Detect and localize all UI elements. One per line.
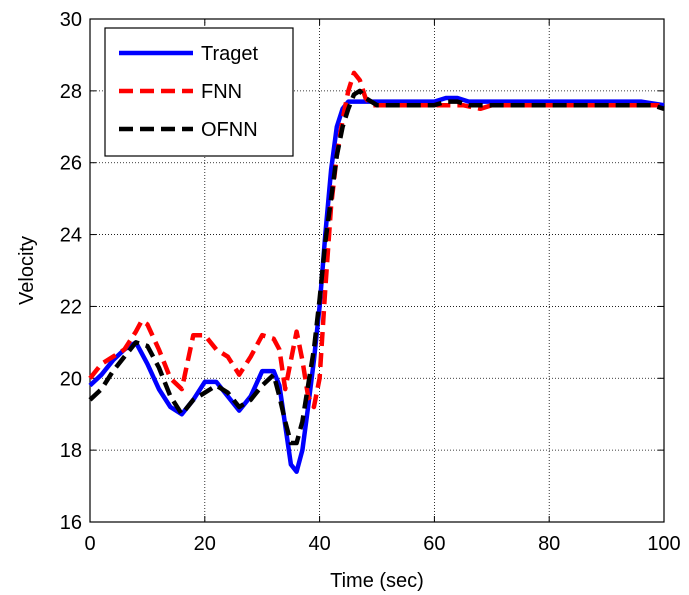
tick-labels: 0 20 40 60 80 100 16 18 20 22 24 26 28 30 [60,9,681,555]
y-tick-label: 16 [60,512,82,534]
y-tick-label: 30 [60,9,82,31]
x-tick-label: 40 [308,533,330,555]
series-line-traget [88,95,665,474]
legend-box [104,27,294,157]
legend-label: Traget [201,43,259,65]
x-tick-label: 0 [84,533,95,555]
y-tick-label: 22 [60,296,82,318]
x-axis-label: Time (sec) [330,570,424,592]
series-lines [88,70,665,474]
axes-box [89,18,665,523]
y-tick-label: 26 [60,153,82,175]
y-axis-label: Velocity [16,236,38,305]
legend-label: OFNN [201,119,258,141]
y-tick-label: 18 [60,440,82,462]
series-line-ofnn [88,88,665,446]
series-line-fnn [88,70,664,410]
y-tick-label: 24 [60,225,82,247]
x-tick-label: 100 [647,533,680,555]
x-tick-label: 80 [538,533,560,555]
y-tick-label: 20 [60,368,82,390]
x-tick-label: 60 [423,533,445,555]
legend: Traget FNN OFNN [104,27,294,157]
x-tick-label: 20 [194,533,216,555]
plot-axes [89,18,665,523]
y-tick-label: 28 [60,81,82,103]
legend-label: FNN [201,81,242,103]
